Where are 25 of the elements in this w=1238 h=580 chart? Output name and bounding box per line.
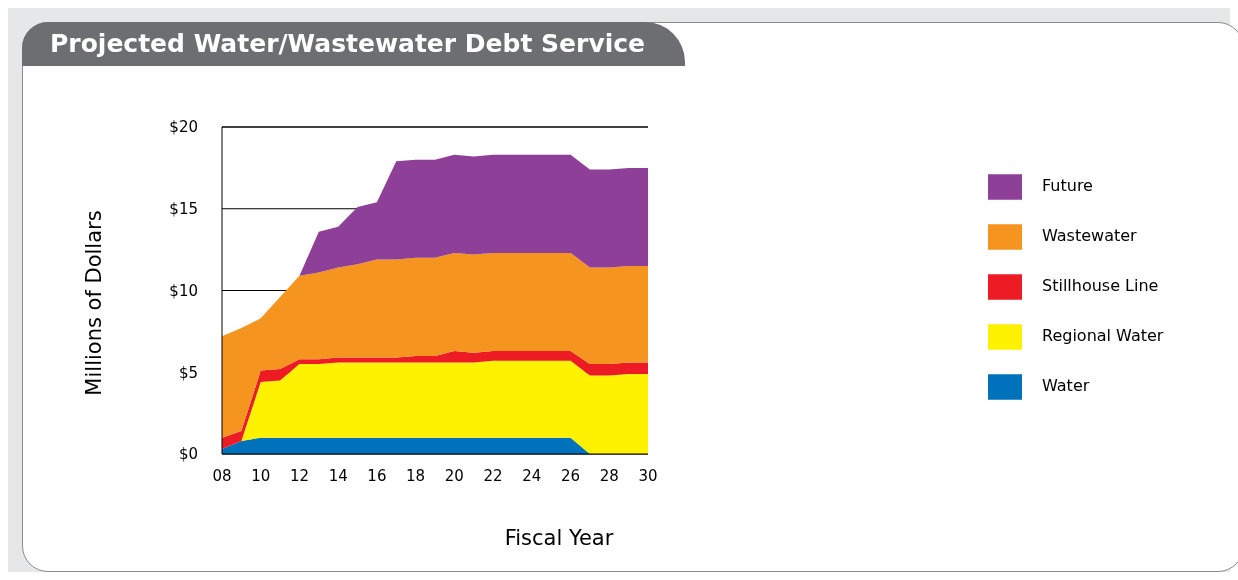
chart-title: Projected Water/Wastewater Debt Service: [22, 22, 686, 66]
x-tick-label: 10: [251, 466, 271, 485]
x-tick-label: 22: [483, 466, 503, 485]
legend-label: Regional Water: [1042, 326, 1164, 345]
x-tick-label: 12: [289, 466, 309, 485]
x-tick-label: 30: [638, 466, 658, 485]
x-tick-label: 08: [212, 466, 232, 485]
y-tick-label: $5: [178, 363, 198, 382]
legend-label: Future: [1042, 176, 1093, 195]
x-tick-label: 20: [444, 466, 464, 485]
y-tick-label: $0: [178, 445, 198, 464]
y-tick-label: $10: [169, 281, 198, 300]
x-tick-label: 26: [561, 466, 581, 485]
legend-label: Stillhouse Line: [1042, 276, 1159, 295]
x-tick-label: 28: [599, 466, 619, 485]
y-axis-title: Millions of Dollars: [82, 210, 106, 396]
legend-label: Wastewater: [1042, 226, 1137, 245]
x-tick-label: 24: [522, 466, 542, 485]
x-tick-label: 16: [367, 466, 387, 485]
legend-label: Water: [1042, 376, 1090, 395]
x-tick-label: 14: [328, 466, 348, 485]
x-tick-label: 18: [406, 466, 426, 485]
x-axis-title: Fiscal Year: [504, 526, 614, 550]
y-tick-label: $20: [169, 118, 198, 137]
y-tick-label: $15: [169, 200, 198, 219]
